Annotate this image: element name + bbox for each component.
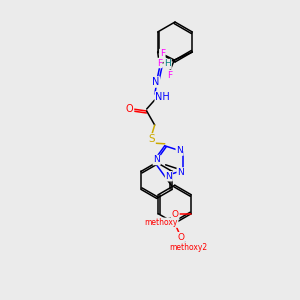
Text: N: N [165,172,172,181]
Text: N: N [152,77,159,87]
Text: O: O [172,210,179,219]
Text: N: N [177,168,184,177]
Text: F: F [167,70,172,80]
Text: N: N [153,155,160,164]
Text: methoxy2: methoxy2 [170,243,208,252]
Text: NH: NH [155,92,170,102]
Text: H: H [164,59,171,68]
Text: F: F [160,50,165,58]
Text: O: O [177,233,184,242]
Text: S: S [148,134,155,144]
Text: N: N [176,146,183,155]
Text: O: O [126,104,134,114]
Text: F: F [157,58,162,68]
Text: methoxy: methoxy [145,218,178,227]
